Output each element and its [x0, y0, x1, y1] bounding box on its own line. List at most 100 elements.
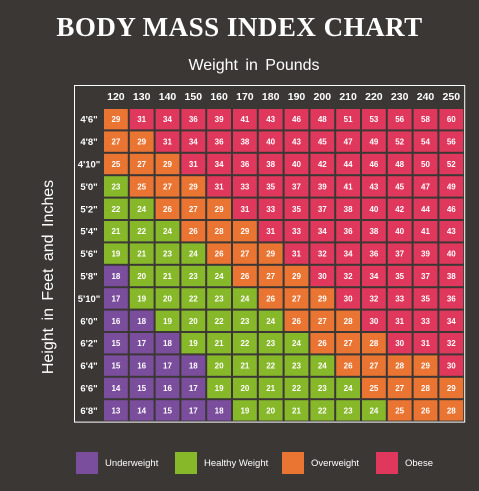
- bmi-cell: [310, 377, 335, 399]
- bmi-value: 24: [215, 272, 224, 281]
- bmi-value: 39: [318, 182, 327, 191]
- bmi-value: 47: [344, 138, 353, 147]
- bmi-value: 22: [137, 227, 146, 236]
- bmi-cell: [387, 131, 412, 152]
- bmi-cell: [258, 265, 283, 287]
- bmi-value: 37: [421, 272, 430, 281]
- bmi-value: 46: [369, 160, 378, 169]
- height-tick-label: 4'6": [80, 115, 97, 126]
- bmi-cell: [207, 221, 231, 242]
- bmi-value: 27: [137, 160, 146, 169]
- bmi-value: 21: [292, 406, 301, 415]
- bmi-cell: [439, 377, 464, 399]
- bmi-value: 53: [369, 115, 378, 124]
- weight-tick-label: 200: [314, 91, 332, 103]
- bmi-cell: [129, 131, 154, 152]
- bmi-cell: [284, 176, 309, 197]
- bmi-value: 19: [137, 294, 146, 303]
- bmi-value: 23: [111, 182, 120, 191]
- bmi-cell: [362, 176, 386, 197]
- bmi-cell: [362, 310, 386, 331]
- bmi-value: 29: [163, 160, 172, 169]
- bmi-cell: [284, 153, 309, 175]
- bmi-value: 31: [266, 227, 275, 236]
- bmi-value: 46: [292, 115, 301, 124]
- bmi-value: 27: [292, 294, 301, 303]
- bmi-value: 27: [369, 362, 378, 371]
- bmi-value: 44: [344, 160, 353, 169]
- bmi-value: 22: [318, 406, 327, 415]
- bmi-value: 36: [447, 294, 456, 303]
- bmi-value: 36: [215, 138, 224, 147]
- bmi-cell: [181, 333, 206, 354]
- bmi-cell: [413, 355, 438, 376]
- bmi-cell: [104, 153, 128, 175]
- legend-item-underweight: Underweight: [76, 452, 158, 474]
- bmi-cell: [207, 377, 231, 399]
- bmi-value: 31: [395, 317, 404, 326]
- bmi-value: 56: [395, 115, 404, 124]
- bmi-value: 24: [292, 339, 301, 348]
- bmi-cell: [439, 153, 464, 175]
- bmi-value: 28: [421, 384, 430, 393]
- bmi-cell: [258, 131, 283, 152]
- bmi-cell: [362, 400, 386, 421]
- bmi-value: 41: [421, 227, 430, 236]
- bmi-cell: [413, 131, 438, 152]
- bmi-value: 14: [137, 406, 146, 415]
- weight-tick-label: 130: [133, 91, 151, 103]
- bmi-cell: [362, 221, 386, 242]
- bmi-cell: [181, 355, 206, 376]
- bmi-value: 29: [137, 138, 146, 147]
- bmi-cell: [155, 355, 180, 376]
- bmi-value: 20: [215, 362, 224, 371]
- bmi-value: 18: [189, 362, 198, 371]
- bmi-cell: [104, 310, 128, 331]
- bmi-cell: [207, 265, 231, 287]
- bmi-cell: [104, 377, 128, 399]
- bmi-cell: [284, 198, 309, 219]
- bmi-cell: [413, 109, 438, 130]
- bmi-cell: [181, 377, 206, 399]
- height-tick-label: 5'10": [78, 294, 101, 305]
- legend-item-obese: Obese: [376, 452, 433, 474]
- bmi-value: 31: [137, 115, 146, 124]
- bmi-value: 29: [111, 115, 120, 124]
- bmi-cell: [336, 310, 360, 331]
- bmi-value: 19: [240, 406, 249, 415]
- height-tick-label: 4'10": [78, 160, 101, 171]
- bmi-value: 23: [344, 406, 353, 415]
- bmi-value: 17: [189, 406, 198, 415]
- bmi-value: 16: [163, 384, 172, 393]
- bmi-cell: [439, 333, 464, 354]
- bmi-cell: [439, 288, 464, 309]
- bmi-cell: [413, 198, 438, 219]
- legend-label-overweight: Overweight: [311, 457, 360, 469]
- bmi-cell: [181, 153, 206, 175]
- bmi-value: 22: [189, 294, 198, 303]
- bmi-value: 38: [240, 138, 249, 147]
- bmi-value: 15: [137, 384, 146, 393]
- bmi-cell: [233, 221, 257, 242]
- bmi-cell: [284, 377, 309, 399]
- bmi-cell: [129, 400, 154, 421]
- bmi-value: 31: [292, 250, 301, 259]
- bmi-cell: [233, 153, 257, 175]
- bmi-value: 26: [189, 227, 198, 236]
- bmi-cell: [129, 221, 154, 242]
- height-tick-label: 5'4": [80, 227, 97, 238]
- bmi-value: 30: [447, 362, 456, 371]
- bmi-cell: [207, 333, 231, 354]
- bmi-cell: [181, 221, 206, 242]
- bmi-cell: [439, 400, 464, 421]
- bmi-value: 45: [395, 182, 404, 191]
- legend-label-healthy-weight: Healthy Weight: [204, 457, 269, 469]
- bmi-value: 36: [344, 227, 353, 236]
- bmi-value: 23: [163, 250, 172, 259]
- bmi-value: 40: [292, 160, 301, 169]
- bmi-value: 28: [215, 227, 224, 236]
- bmi-cell: [362, 355, 386, 376]
- bmi-value: 28: [344, 317, 353, 326]
- weight-tick-label: 190: [288, 91, 306, 103]
- bmi-value: 43: [292, 138, 301, 147]
